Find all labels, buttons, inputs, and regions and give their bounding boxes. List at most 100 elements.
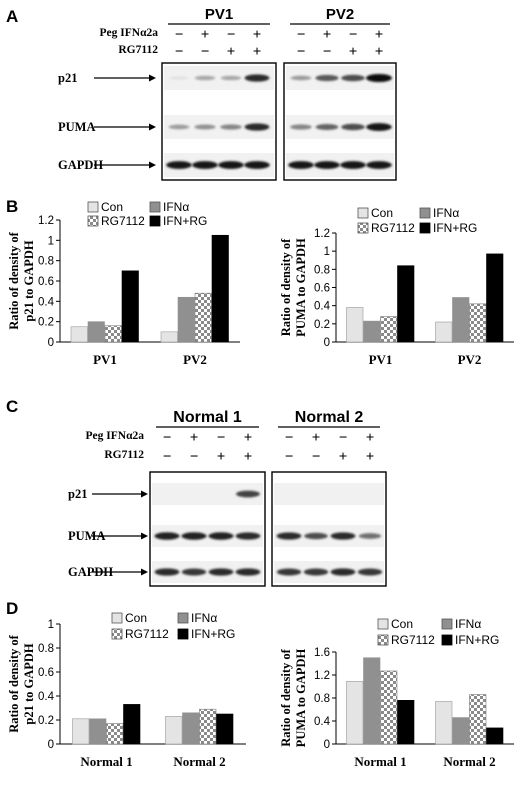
treatment-sign: + xyxy=(349,44,358,60)
legend-swatch xyxy=(177,628,189,640)
treatment-sign: − xyxy=(190,449,199,465)
legend-swatch xyxy=(111,612,123,624)
bar-ifn-rg xyxy=(123,704,141,745)
blot-row-background xyxy=(274,483,384,505)
y-tick-label: 0 xyxy=(48,337,54,349)
bar-con xyxy=(346,681,364,745)
puma-band xyxy=(244,123,270,131)
y-tick-label: 0.6 xyxy=(314,283,330,295)
bar-ifn- xyxy=(182,712,200,745)
legend-swatch xyxy=(377,618,389,630)
y-tick-label: 0 xyxy=(324,739,330,751)
bar-ifn- xyxy=(177,296,195,343)
arrow-icon xyxy=(141,568,148,576)
legend-swatch xyxy=(149,201,161,213)
treatment-sign: + xyxy=(190,430,199,446)
y-tick-label: 0.8 xyxy=(314,693,330,705)
gapdh-band xyxy=(340,161,366,169)
bar-ifn-rg xyxy=(486,727,504,745)
legend-label: RG7112 xyxy=(125,627,169,641)
y-axis-title: Ratio of density of xyxy=(7,634,21,732)
treatment-sign: + xyxy=(201,27,210,43)
protein-label: GAPDH xyxy=(68,565,113,579)
legend-label: IFN+RG xyxy=(191,627,235,641)
treatment-sign: − xyxy=(323,44,332,60)
legend-label: IFN+RG xyxy=(433,221,477,235)
bar-ifn- xyxy=(89,718,107,745)
p21-band xyxy=(169,76,189,80)
bar-con xyxy=(435,321,453,343)
puma-band xyxy=(304,532,328,540)
treatment-sign: + xyxy=(253,27,262,43)
bar-rg7112 xyxy=(380,670,398,745)
p21-band xyxy=(244,74,270,82)
bar-ifn-rg xyxy=(211,234,229,343)
legend-swatch xyxy=(357,207,369,219)
puma-band xyxy=(290,124,312,130)
gapdh-band xyxy=(208,568,234,576)
treatment-sign: − xyxy=(201,44,210,60)
y-tick-label: 0 xyxy=(48,739,54,751)
y-tick-label: 0.8 xyxy=(314,264,330,276)
bar-ifn- xyxy=(87,321,105,343)
y-tick-label: 0.2 xyxy=(38,715,54,727)
legend-label: IFNα xyxy=(163,200,189,214)
legend-label: Con xyxy=(125,611,147,625)
bar-con xyxy=(70,326,88,343)
bar-rg7112 xyxy=(194,292,212,343)
p21-band xyxy=(236,490,260,498)
legend-label: IFN+RG xyxy=(455,633,499,647)
gapdh-band xyxy=(276,568,302,576)
y-tick-label: 0.6 xyxy=(38,276,54,288)
y-tick-label: 1 xyxy=(48,235,54,247)
treatment-sign: + xyxy=(375,44,384,60)
gapdh-band xyxy=(192,161,218,169)
treatment-sign: − xyxy=(163,430,172,446)
panel-letter-a: A xyxy=(6,7,18,26)
bar-rg7112 xyxy=(106,723,124,745)
bar-con xyxy=(72,718,90,745)
legend-swatch xyxy=(149,215,161,227)
legend-swatch xyxy=(377,634,389,646)
y-axis-title: PUMA to GAPDH xyxy=(294,238,308,337)
treatment-sign: + xyxy=(227,44,236,60)
puma-band xyxy=(315,124,339,130)
treatment-sign: + xyxy=(375,27,384,43)
treatment-sign: + xyxy=(312,430,321,446)
gapdh-band xyxy=(166,161,192,169)
y-tick-label: 0.4 xyxy=(38,691,55,703)
treatment-sign: + xyxy=(253,44,262,60)
y-tick-label: 0.2 xyxy=(314,319,330,331)
group-label: PV2 xyxy=(326,6,354,23)
gapdh-band xyxy=(288,161,314,169)
bar-ifn-rg xyxy=(397,265,415,343)
y-tick-label: 1.6 xyxy=(314,647,330,659)
treatment-label: RG7112 xyxy=(104,449,144,461)
y-axis-title: PUMA to GAPDH xyxy=(294,648,308,747)
y-tick-label: 0.8 xyxy=(38,643,54,655)
bar-con xyxy=(346,307,364,343)
legend-label: Con xyxy=(391,617,413,631)
legend-swatch xyxy=(357,222,369,234)
arrow-icon xyxy=(141,532,148,540)
gapdh-band xyxy=(303,568,329,576)
bar-rg7112 xyxy=(380,316,398,343)
legend-swatch xyxy=(111,628,123,640)
bar-ifn-rg xyxy=(121,270,139,343)
x-category-label: Normal 2 xyxy=(173,754,225,769)
legend-swatch xyxy=(419,222,431,234)
puma-band xyxy=(341,123,365,131)
p21-band xyxy=(290,75,312,81)
treatment-sign: − xyxy=(297,44,306,60)
treatment-sign: − xyxy=(227,27,236,43)
y-tick-label: 1.2 xyxy=(314,670,330,682)
treatment-label: Peg IFNα2a xyxy=(86,430,145,442)
legend-label: Con xyxy=(371,206,393,220)
legend-swatch xyxy=(441,618,453,630)
y-tick-label: 1.2 xyxy=(314,228,330,240)
legend-label: IFNα xyxy=(191,611,217,625)
arrow-icon xyxy=(149,123,156,131)
puma-band xyxy=(220,124,242,130)
gapdh-band xyxy=(357,568,383,576)
